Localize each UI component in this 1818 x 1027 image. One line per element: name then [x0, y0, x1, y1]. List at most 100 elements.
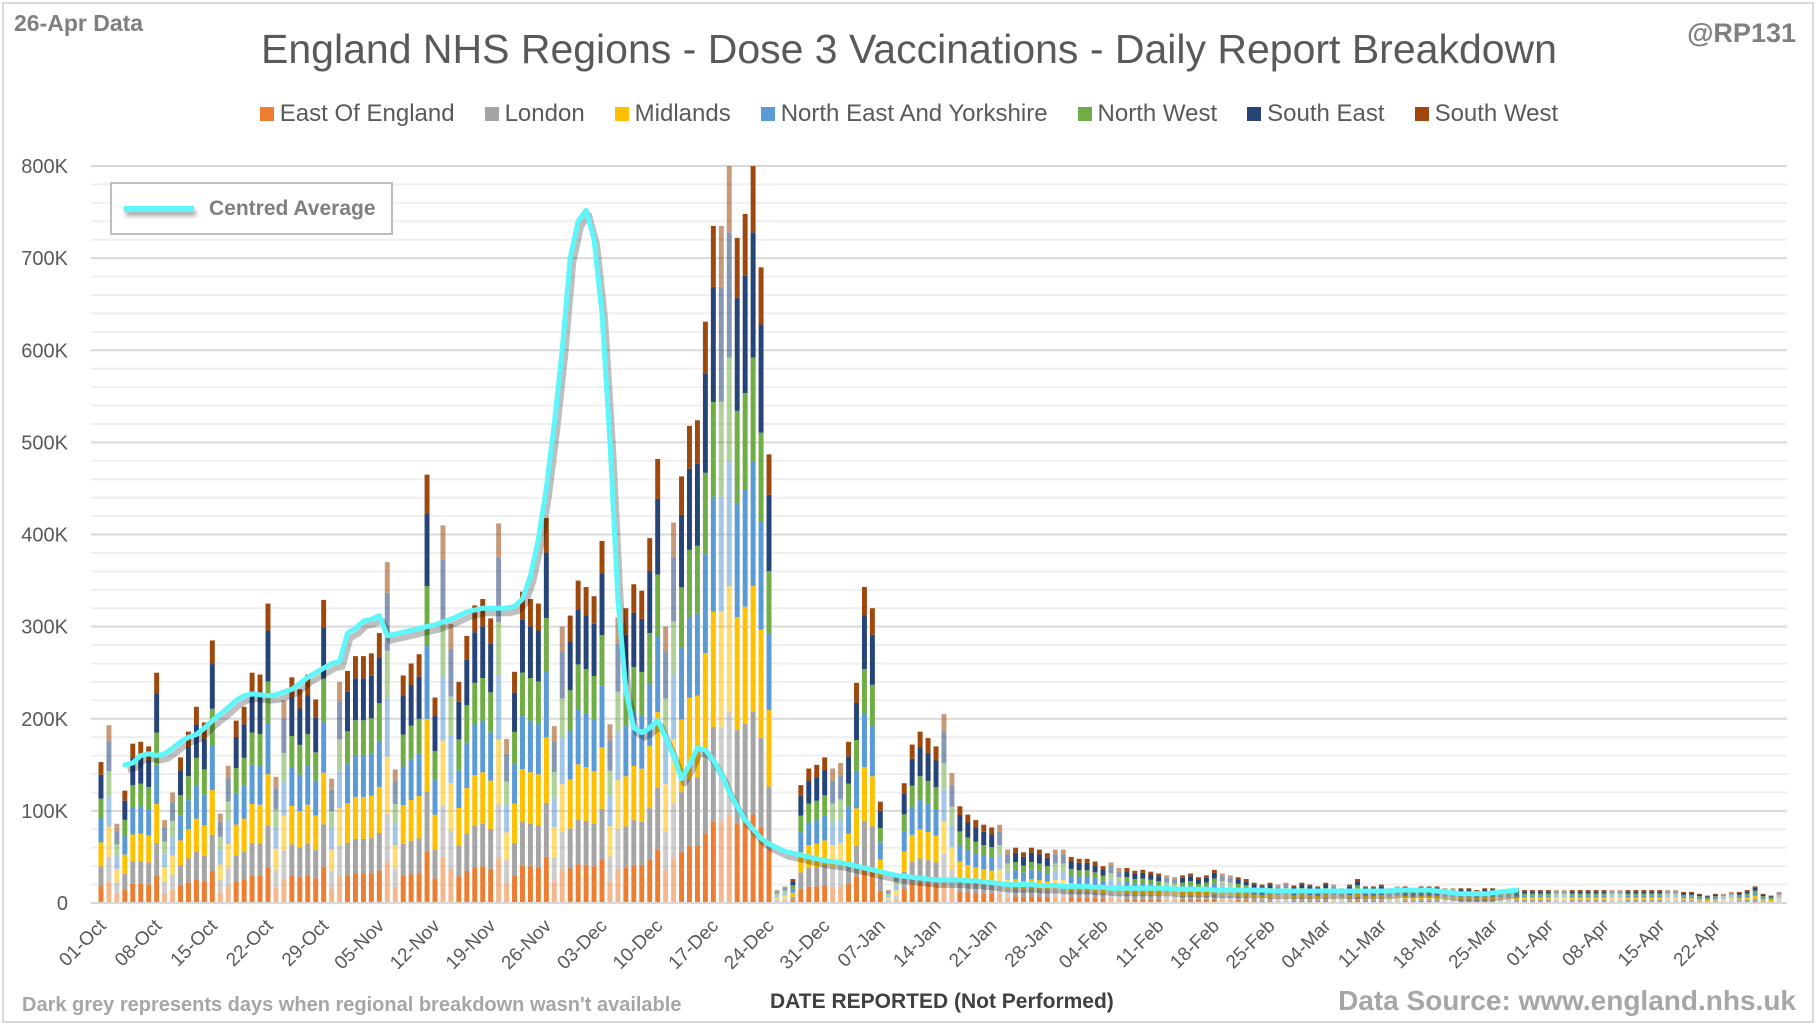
bar-103 [917, 731, 923, 903]
bar-segment-south-west [1712, 893, 1718, 895]
bar-segment-midlands [480, 772, 486, 824]
bar-segment-midlands [114, 868, 120, 883]
bar-segment-midlands [1124, 887, 1130, 894]
bar-segment-midlands [877, 859, 883, 877]
bar-segment-midlands [559, 784, 565, 832]
bar-segment-north-west [1649, 893, 1655, 896]
bar-segment-south-east [1275, 886, 1281, 890]
bar-segment-south-west [1545, 890, 1551, 892]
bar-segment-south-west [1649, 890, 1655, 892]
bar-segment-north-east-and-yorkshire [273, 827, 279, 849]
bar-segment-south-west [559, 626, 565, 652]
bar-segment-midlands [694, 695, 700, 778]
bar-segment-east-of-england [257, 875, 263, 903]
bar-segment-south-west [472, 605, 478, 633]
bar-segment-midlands [448, 782, 454, 831]
bar-segment-south-east [702, 374, 708, 473]
bar-segment-midlands [1704, 899, 1710, 902]
bar-segment-north-west [766, 570, 772, 634]
bar-segment-south-east [1665, 891, 1671, 894]
bar-segment-midlands [774, 897, 780, 900]
bar-segment-south-east [289, 697, 295, 736]
bar-segment-east-of-england [1227, 899, 1233, 903]
bar-segment-north-east-and-yorkshire [376, 741, 382, 787]
bar-segment-east-of-england [424, 851, 430, 903]
bar-segment-midlands [360, 796, 366, 839]
bar-179 [1522, 890, 1527, 903]
bar-segment-london [1060, 889, 1066, 897]
bar-segment-midlands [138, 833, 144, 862]
bar-28 [321, 599, 327, 903]
bar-segment-south-west [909, 744, 915, 759]
bar-segment-south-west [1641, 890, 1647, 892]
bar-segment-south-west [1132, 870, 1138, 874]
bar-segment-south-west [233, 720, 239, 738]
bar-segment-east-of-england [1267, 900, 1273, 903]
bar-segment-london [790, 896, 796, 901]
bar-segment-north-east-and-yorkshire [607, 795, 613, 827]
bar-segment-south-west [1021, 852, 1026, 857]
bar-segment-south-west [933, 746, 939, 761]
bar-segment-london [1203, 895, 1209, 900]
bar-140 [1211, 869, 1217, 903]
bar-segment-london [1172, 896, 1178, 900]
bar-segment-north-east-and-yorkshire [456, 770, 462, 808]
bar-13 [201, 722, 207, 903]
bar-segment-east-of-england [400, 875, 406, 903]
bar-segment-north-west [241, 757, 247, 786]
bar-segment-north-east-and-yorkshire [1776, 896, 1782, 899]
bar-segment-midlands [941, 821, 947, 854]
bar-segment-south-west [249, 672, 255, 694]
bar-segment-south-east [1466, 889, 1472, 893]
bar-segment-north-west [957, 831, 963, 845]
bar-segment-north-west [909, 785, 915, 808]
bar-segment-south-west [1593, 890, 1599, 892]
bar-segment-east-of-england [679, 851, 684, 903]
bar-segment-north-east-and-yorkshire [1593, 895, 1599, 898]
bar-segment-east-of-england [846, 883, 852, 903]
bar-segment-south-east [464, 659, 470, 706]
bar-segment-east-of-england [1092, 898, 1098, 903]
bar-segment-london [798, 872, 804, 889]
bar-segment-south-east [1307, 886, 1313, 890]
bar-segment-london [1370, 898, 1376, 902]
bar-segment-north-east-and-yorkshire [1569, 895, 1575, 898]
bar-segment-north-west [535, 681, 541, 724]
bar-segment-north-west [1768, 897, 1774, 899]
bar-segment-east-of-england [758, 826, 764, 903]
bar-segment-north-east-and-yorkshire [1013, 869, 1019, 880]
bar-200 [1689, 891, 1695, 903]
bar-segment-london [607, 856, 613, 882]
bar-segment-south-east [782, 887, 788, 891]
bar-segment-south-west [1108, 862, 1114, 867]
bar-segment-south-west [1227, 875, 1233, 878]
bar-98 [877, 801, 883, 903]
bar-segment-south-west [806, 768, 812, 781]
bar-segment-south-east [1235, 879, 1241, 884]
bar-segment-east-of-england [806, 886, 812, 903]
bar-segment-east-of-england [472, 867, 478, 903]
bar-segment-south-west [1426, 886, 1432, 888]
bar-segment-north-west [710, 401, 716, 497]
bar-segment-south-east [567, 641, 573, 691]
centred-average-line [122, 207, 1520, 897]
bar-segment-south-east [925, 752, 931, 781]
bar-segment-north-west [949, 806, 955, 826]
bar-segment-east-of-england [1036, 896, 1042, 903]
bar-segment-north-west [122, 819, 128, 836]
bar-segment-london [917, 858, 923, 883]
bar-segment-east-of-england [1044, 897, 1050, 903]
bar-segment-london [1331, 898, 1337, 901]
bar-segment-north-east-and-yorkshire [424, 645, 430, 719]
legend-item-east-of-england: East Of England [259, 100, 455, 128]
bar-segment-north-east-and-yorkshire [679, 647, 684, 720]
bar-segment-midlands [98, 842, 104, 867]
bar-segment-south-east [170, 802, 176, 822]
bar-segment-east-of-england [838, 886, 844, 903]
bar-57 [551, 726, 557, 903]
bar-segment-london [1442, 899, 1448, 902]
bar-segment-north-west [321, 678, 327, 722]
bar-segment-north-east-and-yorkshire [1052, 870, 1058, 881]
bar-segment-south-east [146, 760, 152, 788]
bar-segment-south-west [1156, 873, 1162, 877]
